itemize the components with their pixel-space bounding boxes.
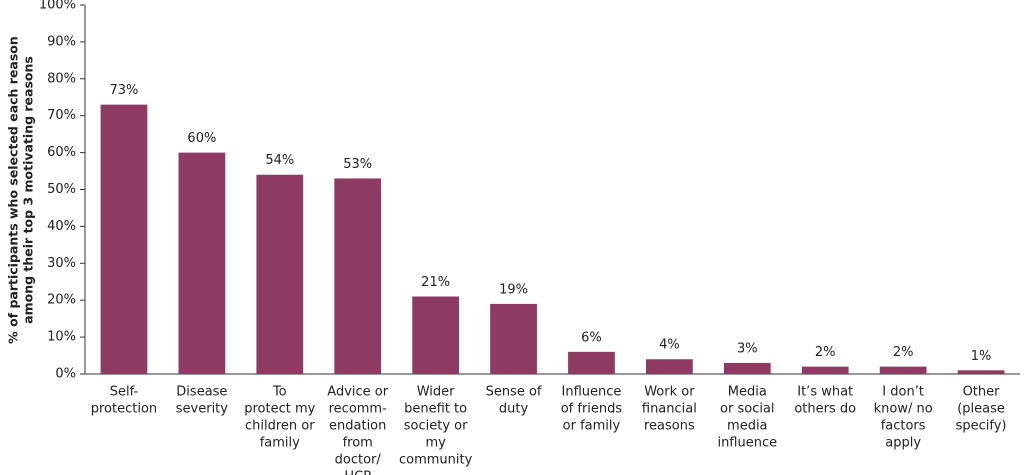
x-tick-label: children or	[245, 419, 315, 434]
x-tick-label: duty	[499, 402, 529, 417]
bar	[646, 359, 693, 374]
data-label: 1%	[971, 349, 992, 364]
bar	[879, 366, 927, 374]
data-label: 54%	[265, 153, 294, 168]
y-tick-label: 0%	[55, 367, 76, 382]
x-tick-label: Wider	[417, 385, 455, 400]
data-label: 19%	[499, 282, 528, 297]
data-label: 73%	[110, 83, 139, 98]
x-tick-label: Self-	[110, 385, 139, 400]
x-tick-label: HCP	[344, 470, 371, 475]
y-tick-label: 40%	[47, 219, 76, 234]
bar	[412, 296, 459, 374]
x-tick-label: family	[260, 436, 300, 451]
x-tick-label: or family	[563, 419, 621, 434]
data-label: 21%	[421, 275, 450, 290]
data-label: 53%	[343, 157, 372, 172]
bar	[178, 152, 226, 374]
x-tick-label: specify)	[956, 419, 1007, 434]
bar	[723, 362, 771, 374]
bar	[100, 104, 148, 374]
x-tick-label: of friends	[561, 402, 623, 417]
x-tick-label: Disease	[176, 385, 227, 400]
x-tick-label: benefit to	[404, 402, 467, 417]
y-tick-label: 60%	[47, 145, 76, 160]
y-tick-label: 100%	[39, 0, 76, 13]
bar	[801, 366, 849, 374]
x-tick-label: my	[425, 436, 446, 451]
x-tick-label: media	[727, 419, 768, 434]
x-tick-label: protect my	[244, 402, 315, 417]
x-tick-label: It’s what	[797, 385, 853, 400]
x-tick-label: recomm-	[329, 402, 387, 417]
y-axis-title-line: among their top 3 motivating reasons	[21, 56, 36, 324]
x-tick-label: Sense of	[486, 385, 542, 400]
x-tick-label: from	[343, 436, 373, 451]
bar	[334, 178, 382, 374]
x-tick-label: know/ no	[874, 402, 933, 417]
y-tick-label: 70%	[47, 108, 76, 123]
y-tick-label: 50%	[47, 182, 76, 197]
bar	[957, 370, 1005, 374]
y-tick-label: 30%	[47, 256, 76, 271]
data-label: 3%	[737, 341, 758, 356]
x-tick-label: doctor/	[335, 453, 382, 468]
x-tick-label: Influence	[562, 385, 622, 400]
data-label: 4%	[659, 338, 680, 353]
x-tick-label: others do	[794, 402, 856, 417]
x-tick-label: Work or	[644, 385, 695, 400]
x-tick-label: I don’t	[882, 385, 924, 400]
x-tick-label: apply	[885, 436, 921, 451]
x-tick-label: reasons	[644, 419, 695, 434]
x-tick-label: Advice or	[327, 385, 388, 400]
y-tick-label: 80%	[47, 71, 76, 86]
x-tick-label: Media	[728, 385, 767, 400]
data-label: 6%	[581, 330, 602, 345]
x-tick-label: factors	[881, 419, 926, 434]
x-tick-label: society or	[404, 419, 468, 434]
y-tick-label: 20%	[47, 293, 76, 308]
bar	[490, 303, 537, 374]
x-tick-label: Other	[963, 385, 1001, 400]
data-label: 60%	[187, 131, 216, 146]
x-tick-label: financial	[642, 402, 697, 417]
x-tick-label: To	[272, 385, 287, 400]
y-axis-title-line: % of participants who selected each reas…	[6, 36, 21, 344]
x-tick-label: (please	[957, 402, 1005, 417]
x-tick-label: or social	[720, 402, 775, 417]
x-tick-label: community	[399, 453, 473, 468]
x-tick-label: influence	[717, 436, 777, 451]
bar	[256, 174, 304, 374]
y-axis-title: % of participants who selected each reas…	[6, 36, 36, 344]
y-tick-label: 10%	[47, 330, 76, 345]
bar	[568, 351, 615, 374]
data-label: 2%	[815, 345, 836, 360]
data-label: 2%	[893, 345, 914, 360]
x-tick-label: endation	[329, 419, 386, 434]
x-tick-label: severity	[176, 402, 229, 417]
y-tick-label: 90%	[47, 34, 76, 49]
x-tick-label: protection	[91, 402, 157, 417]
